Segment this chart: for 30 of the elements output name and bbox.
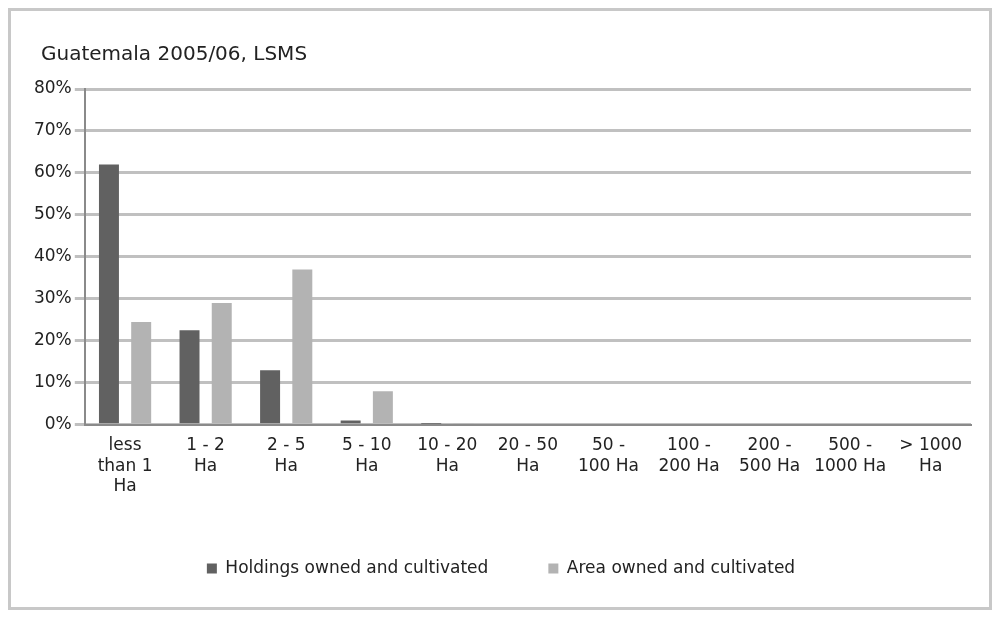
x-tick-label: 200 - 500 Ha xyxy=(739,434,801,475)
x-tick-label: 20 - 50 Ha xyxy=(497,434,558,475)
x-tick-label: 500 - 1000 Ha xyxy=(814,434,887,475)
x-tick-label: less than 1 Ha xyxy=(97,434,153,496)
y-tick-label: 50% xyxy=(33,203,72,224)
x-tick-label: 2 - 5 Ha xyxy=(266,434,306,475)
bar xyxy=(260,370,281,424)
bar xyxy=(131,321,152,424)
y-tick-label: 40% xyxy=(33,245,72,266)
x-tick-label: 10 - 20 Ha xyxy=(417,434,478,475)
bar xyxy=(98,164,119,424)
bar xyxy=(292,269,313,424)
bar xyxy=(179,330,200,424)
x-tick-label: 5 - 10 Ha xyxy=(342,434,392,475)
y-tick-label: 70% xyxy=(33,119,72,140)
y-tick-label: 30% xyxy=(33,287,72,308)
y-tick-label: 10% xyxy=(33,371,72,392)
x-tick-label: 1 - 2 Ha xyxy=(186,434,225,475)
y-tick-label: 0% xyxy=(44,413,72,434)
bar xyxy=(372,391,393,424)
legend-label: Holdings owned and cultivated xyxy=(225,556,489,577)
bar xyxy=(211,303,232,424)
x-tick-label: > 1000 Ha xyxy=(899,434,963,475)
y-tick-label: 80% xyxy=(33,77,72,98)
x-tick-label: 100 - 200 Ha xyxy=(658,434,720,475)
y-tick-label: 60% xyxy=(33,161,72,182)
legend-label: Area owned and cultivated xyxy=(566,556,796,577)
y-tick-label: 20% xyxy=(33,329,72,350)
x-tick-label: 50 - 100 Ha xyxy=(577,434,639,475)
chart-title: Guatemala 2005/06, LSMS xyxy=(41,41,308,65)
